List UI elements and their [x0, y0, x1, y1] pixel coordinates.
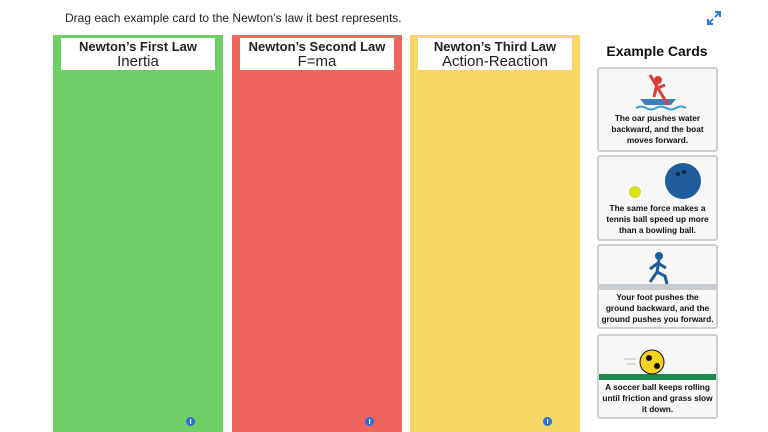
cards-heading: Example Cards: [606, 43, 708, 59]
column-header: Newton’s Second Law F=ma: [240, 38, 394, 70]
example-card[interactable]: Your foot pushes the ground backward, an…: [597, 244, 718, 329]
example-card[interactable]: The oar pushes water backward, and the b…: [597, 67, 718, 152]
column-title: Newton’s Second Law: [248, 39, 386, 54]
example-card[interactable]: A soccer ball keeps rolling until fricti…: [597, 334, 718, 419]
card-image: [628, 163, 701, 199]
info-icon[interactable]: [186, 417, 195, 426]
column-header: Newton’s First Law Inertia: [61, 38, 215, 70]
column-title: Newton’s First Law: [79, 39, 197, 54]
info-icon[interactable]: [543, 417, 552, 426]
info-icon[interactable]: [365, 417, 374, 426]
card-image: [599, 252, 716, 290]
column-subtitle: Inertia: [117, 53, 159, 70]
column-title: Newton’s Third Law: [433, 39, 557, 54]
column-subtitle: Action-Reaction: [442, 53, 548, 70]
drop-zone[interactable]: Newton’s Third Law Action-Reaction: [410, 35, 580, 432]
column-subtitle: F=ma: [297, 53, 337, 70]
card-image: [634, 74, 687, 111]
example-card[interactable]: The same force makes a tennis ball speed…: [597, 155, 718, 241]
column-header: Newton’s Third Law Action-Reaction: [418, 38, 572, 70]
card-image: [599, 349, 716, 380]
drop-zone[interactable]: Newton’s First Law Inertia: [53, 35, 223, 432]
drop-zone[interactable]: Newton’s Second Law F=ma: [232, 35, 402, 432]
card-text: A soccer ball keeps rolling until fricti…: [602, 382, 713, 414]
card-text: Your foot pushes the ground backward, an…: [601, 292, 714, 324]
expand-button[interactable]: [706, 10, 722, 26]
instruction: Drag each example card to the Newton’s l…: [65, 11, 402, 25]
card-text: The same force makes a tennis ball speed…: [606, 203, 709, 235]
card-text: The oar pushes water backward, and the b…: [611, 113, 704, 145]
